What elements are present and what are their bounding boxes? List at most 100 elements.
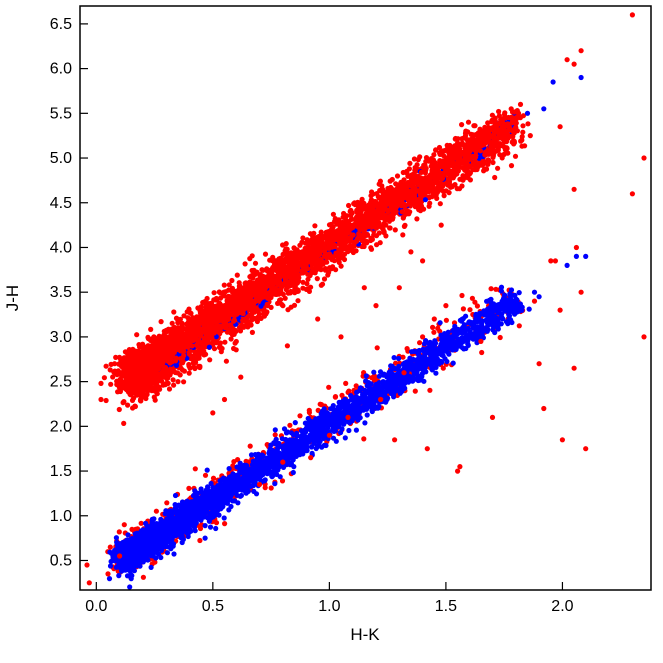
data-point xyxy=(329,257,335,263)
data-point xyxy=(169,359,175,365)
data-point xyxy=(249,253,255,259)
data-point xyxy=(446,190,452,196)
data-point xyxy=(505,114,511,121)
data-point xyxy=(113,354,119,360)
data-point xyxy=(366,203,372,209)
data-point xyxy=(400,232,406,238)
data-point xyxy=(496,113,502,119)
data-point xyxy=(158,319,164,325)
data-point xyxy=(428,156,434,162)
data-point xyxy=(375,212,381,218)
data-point xyxy=(173,315,180,321)
data-point xyxy=(262,251,269,257)
data-point xyxy=(267,257,273,263)
data-point xyxy=(245,314,251,320)
data-point xyxy=(457,176,463,182)
data-point xyxy=(399,193,405,199)
data-point xyxy=(278,284,285,290)
data-point xyxy=(186,306,192,312)
data-point xyxy=(491,150,497,156)
data-point xyxy=(142,393,148,399)
data-point xyxy=(463,128,469,134)
data-point xyxy=(323,229,329,235)
data-point xyxy=(318,244,324,250)
data-point xyxy=(343,220,349,226)
data-point xyxy=(476,131,482,137)
data-point xyxy=(368,246,375,252)
data-point xyxy=(359,196,365,202)
data-point xyxy=(234,272,240,278)
data-point xyxy=(305,276,311,282)
data-point xyxy=(492,115,498,121)
data-point xyxy=(414,216,420,222)
data-point xyxy=(282,280,288,286)
data-point xyxy=(337,241,343,247)
data-point xyxy=(239,305,245,311)
data-point xyxy=(307,231,313,237)
data-point xyxy=(453,135,459,142)
data-point xyxy=(383,233,389,239)
data-point xyxy=(508,163,515,169)
data-point xyxy=(464,137,470,143)
data-point xyxy=(282,295,288,301)
data-point xyxy=(264,301,270,307)
data-point xyxy=(433,147,439,153)
data-point xyxy=(141,376,147,382)
data-point xyxy=(200,321,206,327)
data-point xyxy=(337,225,343,231)
data-point xyxy=(459,136,465,142)
data-point xyxy=(197,364,203,371)
data-point xyxy=(232,340,238,346)
data-point xyxy=(444,155,451,161)
data-point xyxy=(401,214,407,220)
data-point xyxy=(117,376,123,383)
data-point xyxy=(520,123,526,129)
data-point xyxy=(222,339,228,345)
data-point xyxy=(221,282,227,288)
data-point xyxy=(277,297,283,303)
data-point xyxy=(212,307,219,313)
data-point xyxy=(385,185,391,192)
data-point xyxy=(101,375,107,381)
data-point xyxy=(233,347,239,353)
data-point xyxy=(134,332,140,338)
data-point xyxy=(491,126,497,132)
data-point xyxy=(207,357,213,363)
data-point xyxy=(168,331,174,337)
data-point xyxy=(481,142,487,148)
data-point xyxy=(496,108,502,115)
data-point xyxy=(427,200,433,206)
data-point xyxy=(471,123,477,129)
data-point xyxy=(330,211,336,217)
data-point xyxy=(186,361,192,368)
data-point xyxy=(497,152,503,158)
data-point xyxy=(226,287,232,293)
data-point xyxy=(280,303,286,309)
data-point xyxy=(383,201,389,207)
data-point xyxy=(411,197,417,203)
data-point xyxy=(486,158,492,164)
data-point xyxy=(108,381,114,387)
data-point xyxy=(213,295,219,302)
data-point xyxy=(449,147,455,154)
data-point xyxy=(492,174,498,181)
data-point xyxy=(473,147,479,154)
data-point xyxy=(380,190,386,196)
data-point xyxy=(148,326,154,332)
data-point xyxy=(512,153,519,159)
data-point xyxy=(300,285,306,291)
data-point xyxy=(452,182,458,188)
data-point xyxy=(162,382,168,388)
data-point xyxy=(490,159,496,166)
data-point xyxy=(402,222,408,228)
data-point xyxy=(362,213,368,219)
data-point xyxy=(320,235,327,241)
data-point xyxy=(421,165,427,171)
data-point xyxy=(460,173,466,179)
data-point xyxy=(132,403,138,409)
data-point xyxy=(229,277,235,284)
data-point xyxy=(418,203,424,209)
data-point xyxy=(332,229,338,235)
data-point xyxy=(236,280,242,286)
data-point xyxy=(321,276,328,282)
